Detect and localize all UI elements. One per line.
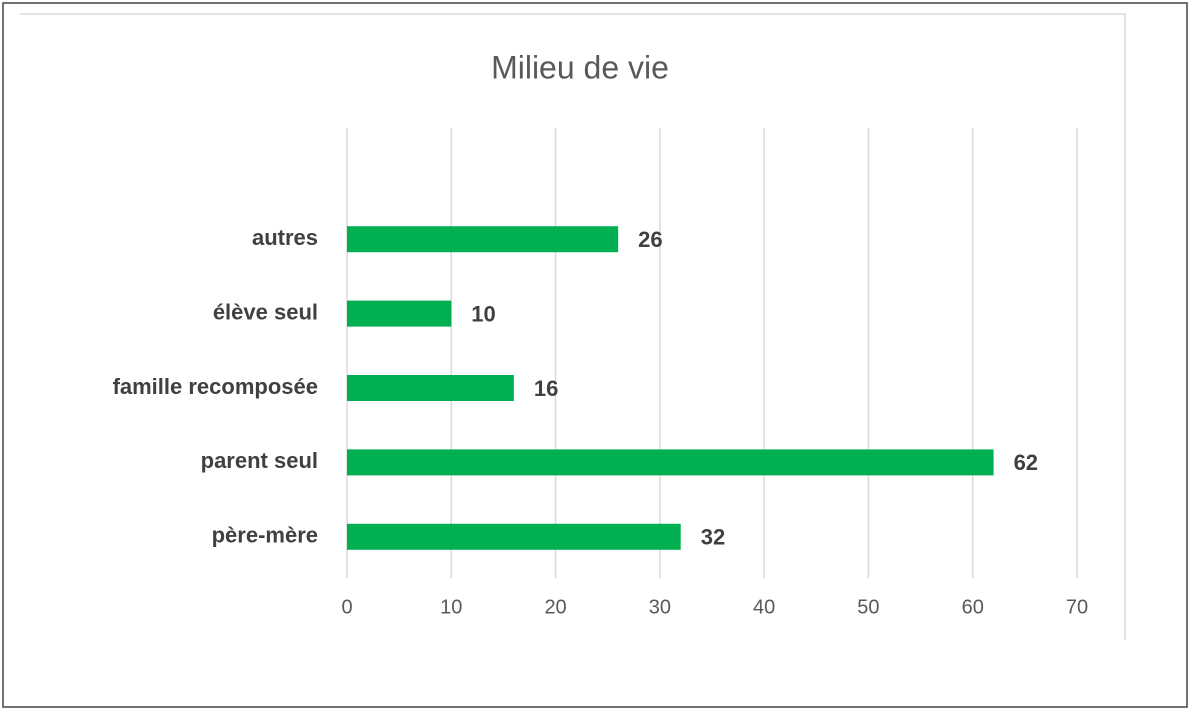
x-tick-label: 50 [857, 596, 879, 618]
bar [347, 523, 681, 550]
x-tick-label: 0 [341, 596, 352, 618]
bar [347, 449, 994, 476]
y-tick-label: parent seul [201, 448, 318, 473]
data-label: 26 [638, 227, 662, 252]
data-label: 10 [471, 301, 495, 326]
chart-area-border [20, 13, 1126, 640]
x-tick-label: 20 [544, 596, 566, 618]
y-tick-label: élève seul [213, 299, 318, 324]
x-tick-label: 30 [649, 596, 671, 618]
x-tick-label: 40 [753, 596, 775, 618]
x-tick-label: 10 [440, 596, 462, 618]
y-tick-label: famille recomposée [113, 374, 318, 399]
data-label: 62 [1014, 450, 1038, 475]
bar [347, 300, 452, 327]
y-tick-label: autres [252, 225, 318, 250]
bar [347, 375, 514, 401]
x-tick-label: 70 [1066, 596, 1088, 618]
data-label: 16 [534, 376, 558, 401]
y-tick-label: père-mère [212, 523, 318, 548]
x-tick-label: 60 [962, 596, 984, 618]
chart-title: Milieu de vie [491, 49, 669, 85]
data-label: 32 [701, 525, 725, 550]
bar [347, 226, 619, 253]
